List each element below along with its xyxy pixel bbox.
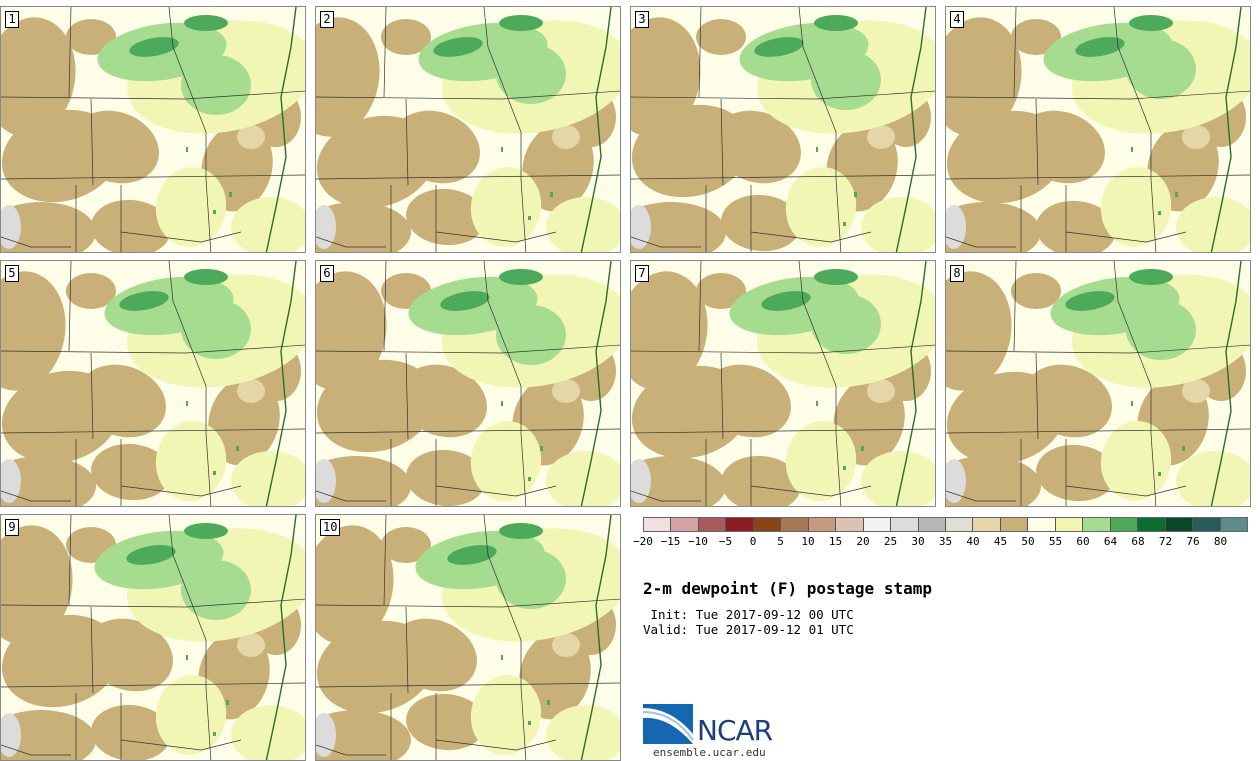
member-number-label: 6 (320, 265, 334, 282)
init-value: Tue 2017-09-12 00 UTC (695, 607, 854, 622)
colorbar-tick-label: 15 (828, 535, 843, 548)
ensemble-url: ensemble.ucar.edu (653, 746, 766, 759)
colorbar-swatch (863, 518, 892, 531)
colorbar-tick-label: 76 (1186, 535, 1200, 548)
colorbar-swatch (726, 518, 754, 531)
member-number-label: 3 (635, 11, 649, 28)
member-number-label: 7 (635, 265, 649, 282)
valid-value: Tue 2017-09-12 01 UTC (695, 622, 854, 637)
colorbar-tick-label: 60 (1076, 535, 1090, 548)
ncar-logo-text: NCAR (697, 714, 773, 747)
colorbar-tick-label: 10 (801, 535, 815, 548)
member-number-label: 2 (320, 11, 334, 28)
dewpoint-colorbar (643, 517, 1248, 532)
colorbar-swatch (1000, 518, 1029, 531)
postage-stamp-map: 5 (0, 260, 306, 507)
colorbar-swatch (671, 518, 699, 531)
member-number-label: 4 (950, 11, 964, 28)
colorbar-swatch (1083, 518, 1111, 531)
colorbar-swatch (836, 518, 864, 531)
colorbar-tick-label: 68 (1131, 535, 1145, 548)
colorbar-swatch (1165, 518, 1194, 531)
valid-time-line: Valid: Tue 2017-09-12 01 UTC (643, 622, 854, 637)
colorbar-swatch (1138, 518, 1166, 531)
member-number-label: 8 (950, 265, 964, 282)
colorbar-swatch (1193, 518, 1221, 531)
colorbar-swatch (781, 518, 809, 531)
colorbar-swatch (918, 518, 946, 531)
postage-stamp-map: 4 (945, 6, 1251, 253)
colorbar-tick-label: 30 (911, 535, 925, 548)
colorbar-swatch (891, 518, 919, 531)
colorbar-tick-label: 64 (1103, 535, 1118, 548)
colorbar-swatch (1055, 518, 1084, 531)
postage-stamp-map: 6 (315, 260, 621, 507)
colorbar-tick-label: 45 (993, 535, 1008, 548)
colorbar-tick-label: −15 (660, 535, 681, 548)
member-number-label: 1 (5, 11, 19, 28)
colorbar-tick-label: 20 (856, 535, 870, 548)
colorbar-swatch (753, 518, 782, 531)
member-number-label: 5 (5, 265, 19, 282)
colorbar-swatch (644, 518, 672, 531)
colorbar-tick-label: 80 (1213, 535, 1228, 548)
colorbar-swatch (1028, 518, 1056, 531)
postage-stamp-map: 8 (945, 260, 1251, 507)
colorbar-swatch (808, 518, 837, 531)
colorbar-swatch (1220, 518, 1247, 531)
colorbar-tick-label: 40 (966, 535, 980, 548)
colorbar-tick-label: 50 (1021, 535, 1035, 548)
colorbar-swatch (698, 518, 727, 531)
colorbar-tick-labels: −20 −15 −10 −5 0 5 10 15 20 25 30 35 40 45 50 55 60 64 68 7… (633, 535, 1248, 549)
figure-title: 2-m dewpoint (F) postage stamp (643, 579, 932, 598)
valid-label: Valid: (643, 622, 689, 637)
colorbar-swatch (973, 518, 1001, 531)
postage-stamp-map: 3 (630, 6, 936, 253)
postage-stamp-map: 9 (0, 514, 306, 761)
colorbar-tick-label: −20 (633, 535, 653, 548)
init-time-line: Init: Tue 2017-09-12 00 UTC (643, 607, 854, 622)
colorbar-tick-label: 25 (883, 535, 898, 548)
colorbar-swatch (1110, 518, 1139, 531)
colorbar-tick-label: 72 (1158, 535, 1173, 548)
colorbar-tick-label: 5 (777, 535, 784, 548)
colorbar-swatch (945, 518, 974, 531)
member-number-label: 10 (320, 519, 341, 536)
postage-stamp-map: 10 (315, 514, 621, 761)
colorbar-tick-label: 35 (938, 535, 953, 548)
colorbar-tick-label: −10 (688, 535, 708, 548)
ncar-logo-icon (643, 704, 694, 744)
init-label: Init: (643, 607, 689, 622)
colorbar-tick-label: 0 (749, 535, 757, 548)
colorbar-tick-label: 55 (1048, 535, 1063, 548)
member-number-label: 9 (5, 519, 19, 536)
postage-stamp-map: 1 (0, 6, 306, 253)
postage-stamp-map: 7 (630, 260, 936, 507)
postage-stamp-map: 2 (315, 6, 621, 253)
colorbar-tick-label: −5 (718, 535, 733, 548)
